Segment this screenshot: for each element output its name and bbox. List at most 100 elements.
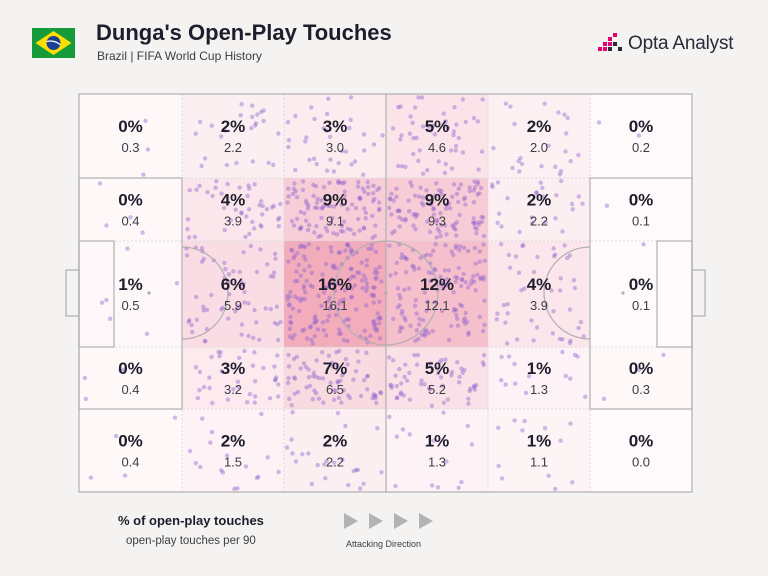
touch-dot bbox=[237, 185, 242, 190]
touch-dot bbox=[210, 400, 215, 406]
zone-percent-label: 5% bbox=[425, 359, 450, 378]
touch-dot bbox=[442, 121, 447, 127]
touch-dot bbox=[565, 115, 570, 121]
zone-per90-label: 4.6 bbox=[428, 140, 446, 155]
touch-dot bbox=[429, 403, 435, 408]
touch-dot bbox=[265, 262, 270, 267]
touch-dot bbox=[568, 338, 573, 343]
touch-dot bbox=[380, 133, 385, 138]
touch-dot bbox=[393, 373, 398, 378]
touch-dot bbox=[291, 186, 296, 191]
touch-dot bbox=[244, 214, 249, 219]
touch-dot bbox=[551, 309, 556, 314]
touch-dot bbox=[321, 328, 326, 333]
touch-dot bbox=[246, 301, 251, 306]
zone-per90-label: 3.9 bbox=[530, 298, 548, 313]
touch-dot bbox=[237, 303, 242, 309]
touch-dot bbox=[339, 202, 344, 207]
touch-dot bbox=[245, 193, 250, 199]
touch-dot bbox=[499, 224, 504, 229]
touch-dot bbox=[370, 395, 375, 401]
touch-dot bbox=[370, 213, 375, 219]
touch-dot bbox=[441, 410, 446, 415]
touch-dot bbox=[314, 224, 319, 229]
touch-dot bbox=[550, 331, 555, 336]
touch-dot bbox=[247, 186, 252, 191]
touch-dot bbox=[371, 183, 376, 188]
zone-per90-label: 2.2 bbox=[530, 214, 548, 229]
touch-dot bbox=[435, 226, 440, 232]
touch-dot bbox=[104, 223, 109, 228]
touch-dot bbox=[258, 247, 263, 252]
touch-dot bbox=[469, 278, 474, 283]
zone-percent-label: 0% bbox=[118, 191, 143, 210]
touch-dot bbox=[517, 169, 522, 174]
touch-dot bbox=[377, 336, 383, 341]
right-penalty-spot bbox=[621, 291, 625, 295]
touch-dot bbox=[199, 246, 204, 251]
touch-dot bbox=[526, 374, 532, 379]
touch-dot bbox=[342, 219, 347, 224]
touch-dot bbox=[289, 437, 294, 442]
touch-dot bbox=[238, 113, 243, 118]
touch-dot bbox=[535, 254, 540, 260]
touch-dot bbox=[435, 366, 440, 371]
touch-dot bbox=[473, 220, 478, 226]
touch-dot bbox=[377, 185, 382, 191]
touch-dot bbox=[394, 396, 399, 401]
zone-per90-label: 0.2 bbox=[632, 140, 650, 155]
touch-dot bbox=[250, 103, 255, 108]
touch-dot bbox=[377, 206, 382, 211]
touch-dot bbox=[408, 323, 413, 328]
touch-dot bbox=[389, 383, 394, 388]
touch-dot bbox=[340, 457, 345, 462]
touch-dot bbox=[431, 438, 436, 443]
touch-dot bbox=[342, 288, 347, 293]
touch-dot bbox=[307, 383, 313, 389]
touch-dot bbox=[425, 219, 430, 224]
touch-dot bbox=[463, 321, 468, 326]
touch-dot bbox=[451, 252, 456, 258]
touch-dot bbox=[357, 195, 362, 201]
touch-dot bbox=[496, 463, 501, 469]
zone-percent-label: 1% bbox=[118, 275, 143, 294]
touch-dot bbox=[302, 327, 307, 332]
touch-dot bbox=[323, 285, 329, 290]
touch-dot bbox=[285, 200, 290, 205]
touch-dot bbox=[303, 218, 309, 223]
touch-dot bbox=[402, 254, 407, 260]
touch-dot bbox=[234, 160, 239, 166]
heat-zone bbox=[488, 409, 590, 492]
touch-dot bbox=[413, 338, 418, 343]
touch-dot bbox=[477, 191, 482, 196]
touch-dot bbox=[306, 374, 312, 380]
touch-dot bbox=[334, 282, 340, 287]
touch-dot bbox=[540, 185, 545, 191]
touch-dot bbox=[428, 128, 433, 133]
touch-dot bbox=[272, 364, 277, 369]
touch-dot bbox=[292, 391, 297, 396]
touch-dot bbox=[346, 317, 352, 322]
touch-dot bbox=[345, 285, 350, 290]
touch-dot bbox=[234, 306, 239, 311]
touch-dot bbox=[328, 304, 333, 310]
touch-dot bbox=[118, 368, 123, 373]
touch-dot bbox=[221, 205, 227, 211]
touch-dot bbox=[461, 318, 466, 324]
touch-dot bbox=[308, 283, 313, 288]
touch-dot bbox=[298, 273, 303, 278]
touch-dot bbox=[325, 318, 330, 323]
touch-dot bbox=[580, 201, 585, 206]
touch-dot bbox=[419, 200, 425, 206]
touch-dot bbox=[250, 114, 255, 120]
touch-dot bbox=[467, 388, 472, 394]
touch-dot bbox=[299, 225, 304, 230]
touch-dot bbox=[378, 390, 384, 396]
touch-dot bbox=[320, 320, 326, 325]
touch-dot bbox=[311, 182, 316, 188]
touch-dot bbox=[321, 400, 326, 405]
touch-dot bbox=[286, 376, 291, 381]
zone-percent-label: 0% bbox=[118, 359, 143, 378]
touch-dot bbox=[419, 332, 425, 337]
touch-dot bbox=[330, 360, 335, 365]
